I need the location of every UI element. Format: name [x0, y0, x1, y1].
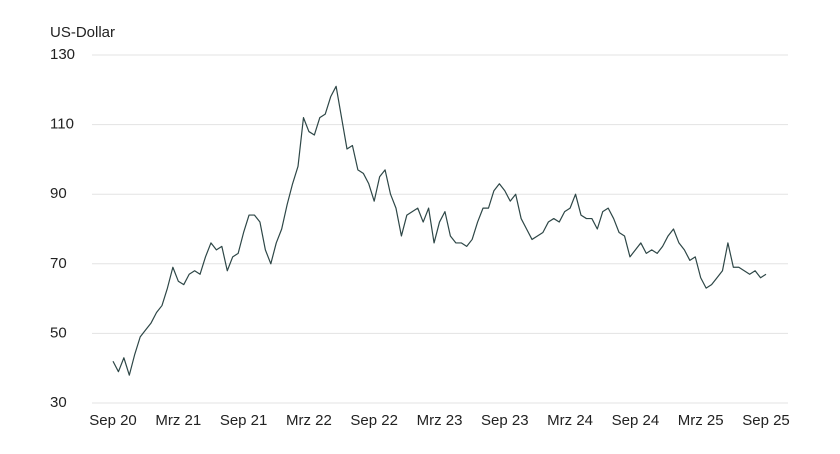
- x-tick-label: Sep 23: [481, 412, 529, 429]
- price-line: [112, 85, 767, 376]
- y-tick-label: 110: [50, 116, 74, 133]
- x-tick-label: Sep 21: [220, 412, 268, 429]
- y-axis-label: US-Dollar: [50, 24, 115, 41]
- x-tick-label: Mrz 24: [547, 412, 593, 429]
- x-tick-label: Mrz 21: [155, 412, 201, 429]
- x-tick-label: Sep 25: [742, 412, 790, 429]
- y-tick-label: 70: [50, 255, 67, 272]
- y-tick-label: 30: [50, 394, 67, 411]
- x-tick-label: Sep 24: [612, 412, 660, 429]
- x-tick-label: Mrz 22: [286, 412, 332, 429]
- x-tick-label: Mrz 25: [678, 412, 724, 429]
- x-tick-label: Mrz 23: [417, 412, 463, 429]
- y-tick-label: 90: [50, 185, 67, 202]
- y-tick-label: 130: [50, 46, 75, 63]
- x-tick-label: Sep 20: [89, 412, 137, 429]
- y-tick-label: 50: [50, 324, 67, 341]
- x-tick-label: Sep 22: [350, 412, 398, 429]
